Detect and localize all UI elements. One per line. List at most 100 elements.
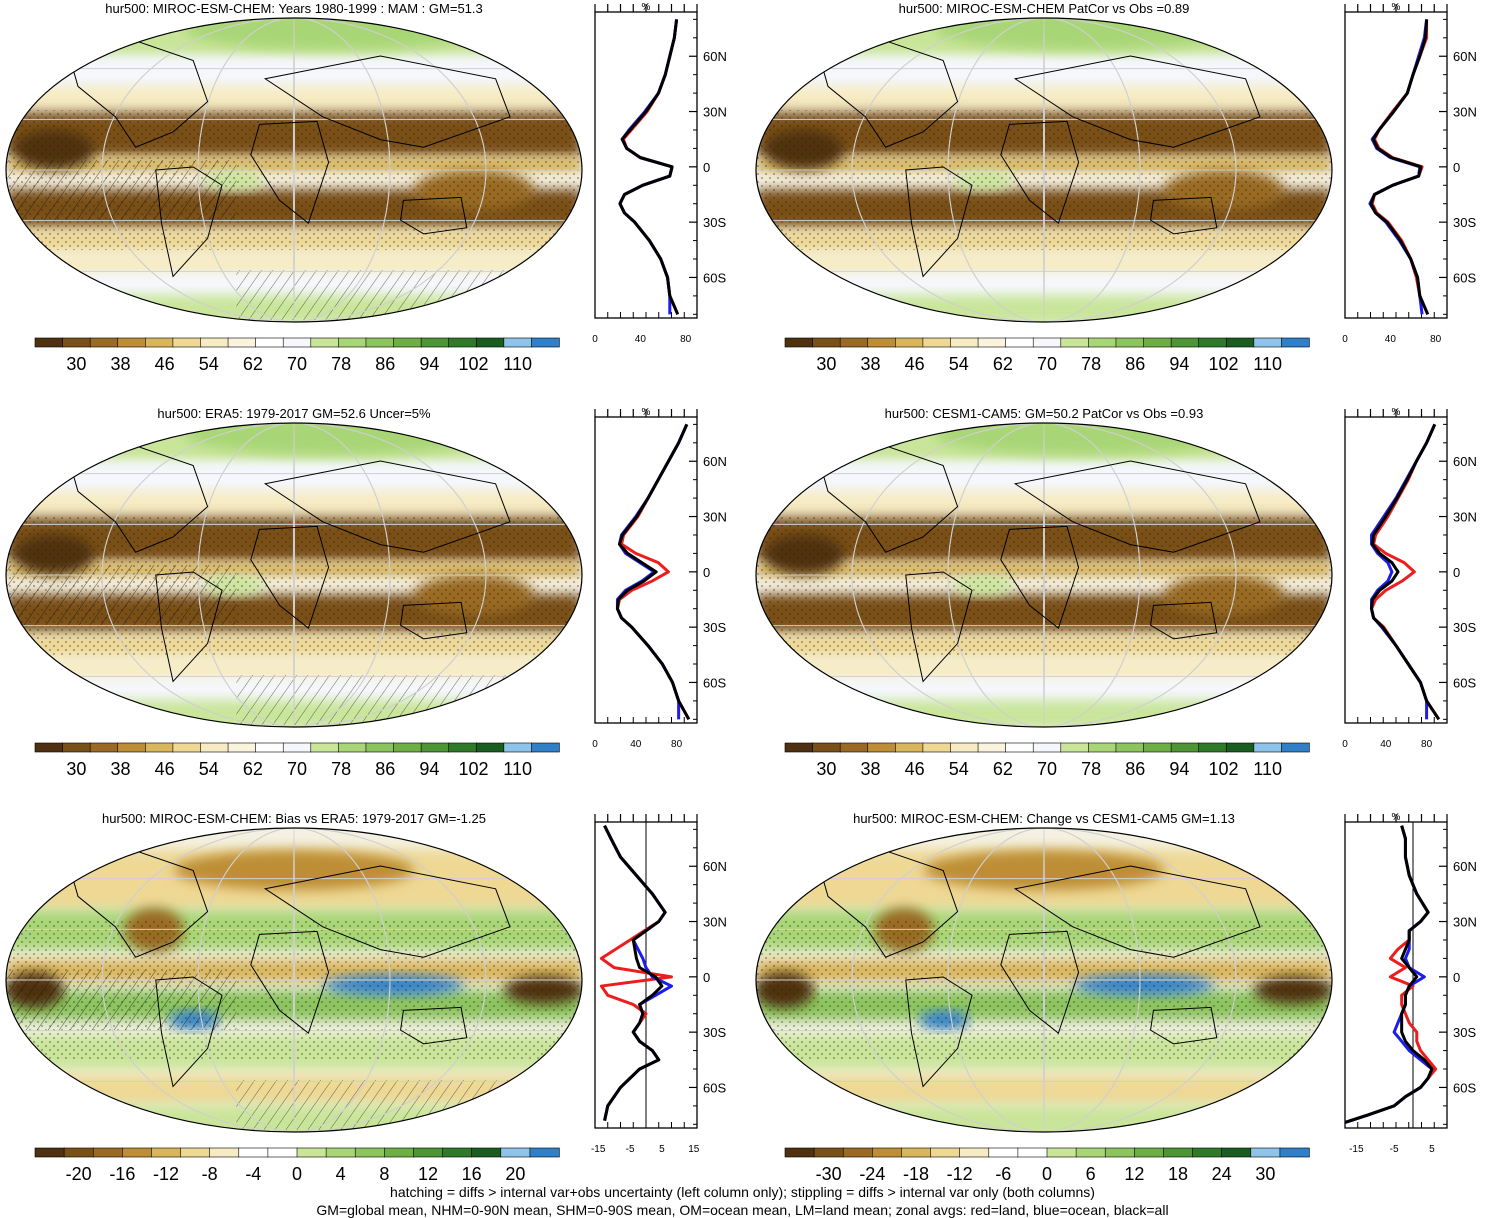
colorbar-label: 78 [331,759,351,779]
colorbar-swatch [448,337,477,348]
colorbar-label: 4 [336,1164,346,1184]
colorbar-swatch [255,742,284,753]
colorbar-label: 38 [860,354,880,374]
colorbar-swatch [338,742,367,753]
colorbar-label: -8 [202,1164,218,1184]
colorbar-label: -20 [66,1164,92,1184]
colorbar-swatch [475,742,505,753]
colorbar-label: 94 [1169,354,1189,374]
colorbar-swatch [227,337,257,348]
colorbar-label: 46 [905,759,925,779]
colorbar-label: 54 [199,354,219,374]
continent-outline [1150,601,1218,640]
map-border [5,827,583,1133]
colorbar-swatch [267,1147,298,1158]
continent-outline [818,40,959,148]
graticule-lon [101,18,487,322]
colorbar-label: -6 [995,1164,1011,1184]
colorbar-swatch [977,337,1007,348]
colorbar-swatch [839,337,869,348]
colorbar-swatch [1075,1147,1106,1158]
continent-outline [1000,525,1080,630]
colorbar-label: 110 [503,759,532,779]
colorbar-label: -24 [859,1164,885,1184]
hatching [236,270,582,320]
colorbar-label: 30 [66,759,86,779]
colorbar-swatch [1163,1147,1194,1158]
continent-outline [818,850,959,958]
colorbar-label: 54 [199,759,219,779]
colorbar-label: 110 [503,354,532,374]
panel-3: hur500: ERA5: 1979-2017 GM=52.6 Uncer=5%… [5,406,727,779]
colorbar-swatch [872,1147,903,1158]
colorbar-swatch [1060,742,1090,753]
colorbar-swatch [1250,1147,1281,1158]
colorbar-label: 30 [1255,1164,1275,1184]
graticule-lon [1043,18,1045,322]
colorbar-label: 94 [419,354,439,374]
zonal-all-line [1369,19,1430,315]
colorbar-swatch [1017,1147,1048,1158]
colorbar-label: -4 [245,1164,261,1184]
colorbar-label: -16 [109,1164,135,1184]
colorbar-swatch [471,1147,502,1158]
colorbar-label: 20 [505,1164,525,1184]
graticule-lon [851,423,1237,727]
panel-title: hur500: MIROC-ESM-CHEM: Change vs CESM1-… [853,811,1235,826]
zonal-ocean-line [615,423,689,720]
colorbar-swatch [296,1147,327,1158]
colorbar-label: -12 [947,1164,973,1184]
colorbar-label: 70 [287,759,307,779]
colorbar-swatch [867,742,897,753]
colorbar-swatch [282,337,312,348]
colorbar-swatch [812,337,841,348]
zonal-all-line [603,825,667,1121]
colorbar-swatch [180,1147,211,1158]
continent-outline [155,976,223,1088]
zonal-lat-label: 0 [703,160,710,175]
continent-outline [905,976,973,1088]
continent-outline [1000,120,1080,225]
colorbar-label: 38 [110,354,130,374]
zonal-lat-label: 30S [1453,215,1476,230]
colorbar-swatch [310,742,340,753]
continent-outline [905,166,973,278]
zonal-land-line [1370,423,1441,721]
graticule-lon [851,18,1237,322]
colorbar-label: 54 [949,759,969,779]
colorbar-swatch [117,742,147,753]
colorbar-swatch [784,1147,815,1158]
continent-outline [68,40,209,148]
zonal-lat-label: 60S [703,270,726,285]
zonal-all-line [615,423,691,721]
map-field [6,423,582,727]
colorbar-label: 78 [1081,354,1101,374]
zonal-lat-label: 30S [1453,620,1476,635]
zonal-lat-label: 30N [703,915,727,930]
zonal-lat-label: 60N [703,49,727,64]
colorbar-swatch [839,742,869,753]
zonal-lat-label: 0 [1453,970,1460,985]
continent-outline [1013,55,1261,148]
colorbar-swatch [503,337,533,348]
colorbar-swatch [209,1147,240,1158]
map-field [756,828,1332,1132]
colorbar-swatch [255,337,284,348]
colorbar-swatch [238,1147,269,1158]
colorbar-swatch [959,1147,990,1158]
colorbar-swatch [1225,337,1255,348]
colorbar-swatch [1253,742,1283,753]
colorbar-label: 70 [1037,354,1057,374]
colorbar-swatch [784,337,814,348]
continent-outline [400,1006,468,1045]
colorbar-swatch [63,1147,94,1158]
colorbar-swatch [200,742,229,753]
colorbar-swatch [145,337,174,348]
colorbar-swatch [1115,742,1145,753]
zonal-xtick-label: 0 [1342,334,1348,345]
colorbar-label: 0 [292,1164,302,1184]
continent-outline [263,55,511,148]
colorbar-label: 102 [1208,354,1238,374]
continent-outline [250,120,330,225]
colorbar-swatch [1143,742,1172,753]
